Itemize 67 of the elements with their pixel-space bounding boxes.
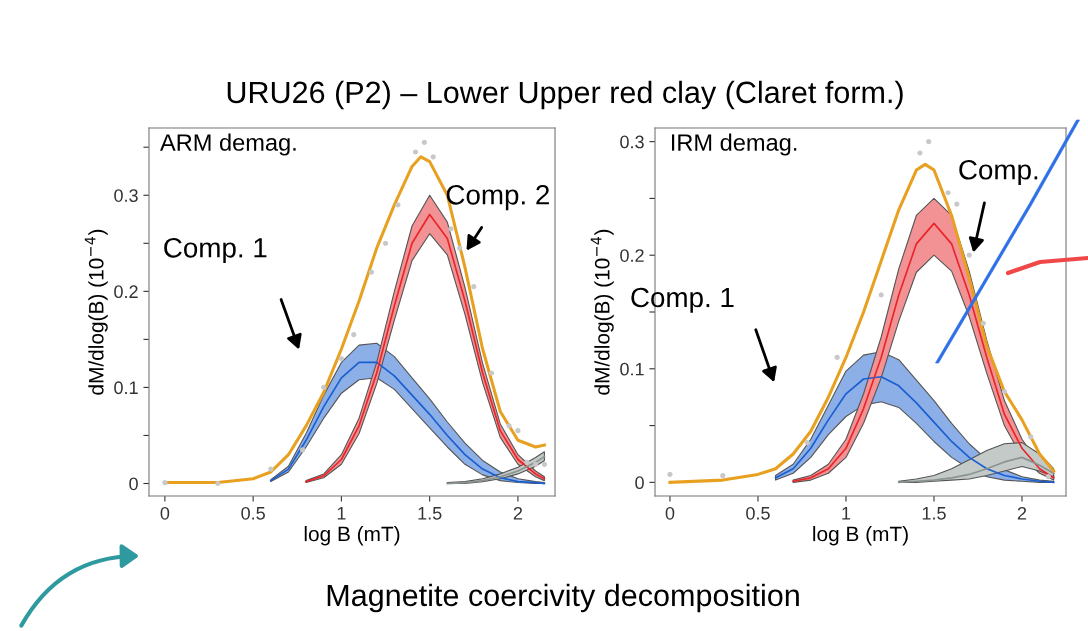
y-tick-label: 0.1 — [620, 362, 644, 376]
point — [395, 202, 401, 208]
annotation: Comp. 1 — [164, 237, 267, 264]
point — [834, 354, 840, 361]
point — [268, 466, 274, 472]
point — [448, 226, 454, 232]
annotation: ARM demag. — [160, 133, 296, 156]
point — [488, 370, 495, 376]
point — [412, 149, 419, 155]
y-axis-title: dM/dlog(B) (10$^{−4}$) — [84, 229, 108, 395]
point — [506, 423, 512, 429]
point — [421, 139, 427, 146]
point — [162, 479, 168, 486]
y-tick-label: 0.3 — [620, 135, 644, 149]
point — [351, 331, 357, 338]
x-tick-label: 2 — [513, 506, 523, 520]
point — [321, 384, 327, 391]
point — [299, 447, 306, 453]
point — [926, 139, 932, 145]
point — [980, 320, 986, 326]
x-tick-label: 1.5 — [418, 507, 442, 520]
chart-title: URU26 (P2) – Lower Upper red clay (Claret form.) — [227, 80, 903, 110]
annotation: Comp. — [959, 159, 1038, 186]
y-tick-label: 0.3 — [114, 189, 138, 202]
point — [966, 252, 972, 258]
point — [917, 150, 923, 156]
x-tick-label: 2 — [1017, 506, 1027, 520]
point — [720, 472, 726, 479]
x-tick-label: 1 — [337, 507, 346, 520]
point — [338, 356, 345, 362]
y-axis-title: dM/dlog(B) (10$^{−4}$) — [590, 229, 614, 395]
y-tick-label: 0.2 — [620, 249, 644, 262]
point — [1001, 388, 1007, 395]
point — [471, 283, 477, 290]
x-tick-label: 0 — [160, 506, 170, 520]
y-tick-label: 0 — [129, 477, 138, 491]
point — [382, 240, 389, 246]
point — [215, 480, 221, 487]
point — [1028, 434, 1034, 440]
y-tick-label: 0.1 — [114, 381, 138, 395]
point — [430, 154, 436, 160]
text: Magnetite coercivity decomposition — [327, 583, 799, 613]
point — [457, 245, 463, 251]
point — [804, 440, 810, 446]
x-tick-label: 0.5 — [746, 506, 770, 520]
y-tick-label: 0 — [635, 476, 644, 490]
line-series — [897, 456, 1055, 484]
point — [541, 461, 548, 467]
point — [532, 461, 539, 467]
x-axis-title: log B (mT) — [304, 526, 400, 546]
point — [945, 190, 951, 196]
annotation: Comp. 1 — [631, 287, 734, 313]
y-tick-label: 0.2 — [114, 285, 138, 299]
x-tick-label: 0 — [665, 506, 675, 520]
point — [878, 292, 884, 298]
line-series — [774, 375, 1055, 484]
x-tick-label: 1.5 — [922, 507, 946, 520]
annotation: IRM demag. — [671, 133, 797, 156]
point — [524, 459, 530, 465]
x-tick-label: 1 — [842, 507, 851, 520]
point — [368, 269, 375, 275]
point — [667, 471, 673, 478]
point — [954, 201, 960, 207]
x-tick-label: 0.5 — [241, 506, 265, 520]
point — [515, 428, 521, 434]
x-axis-title: log B (mT) — [813, 526, 908, 546]
point — [1045, 474, 1051, 480]
